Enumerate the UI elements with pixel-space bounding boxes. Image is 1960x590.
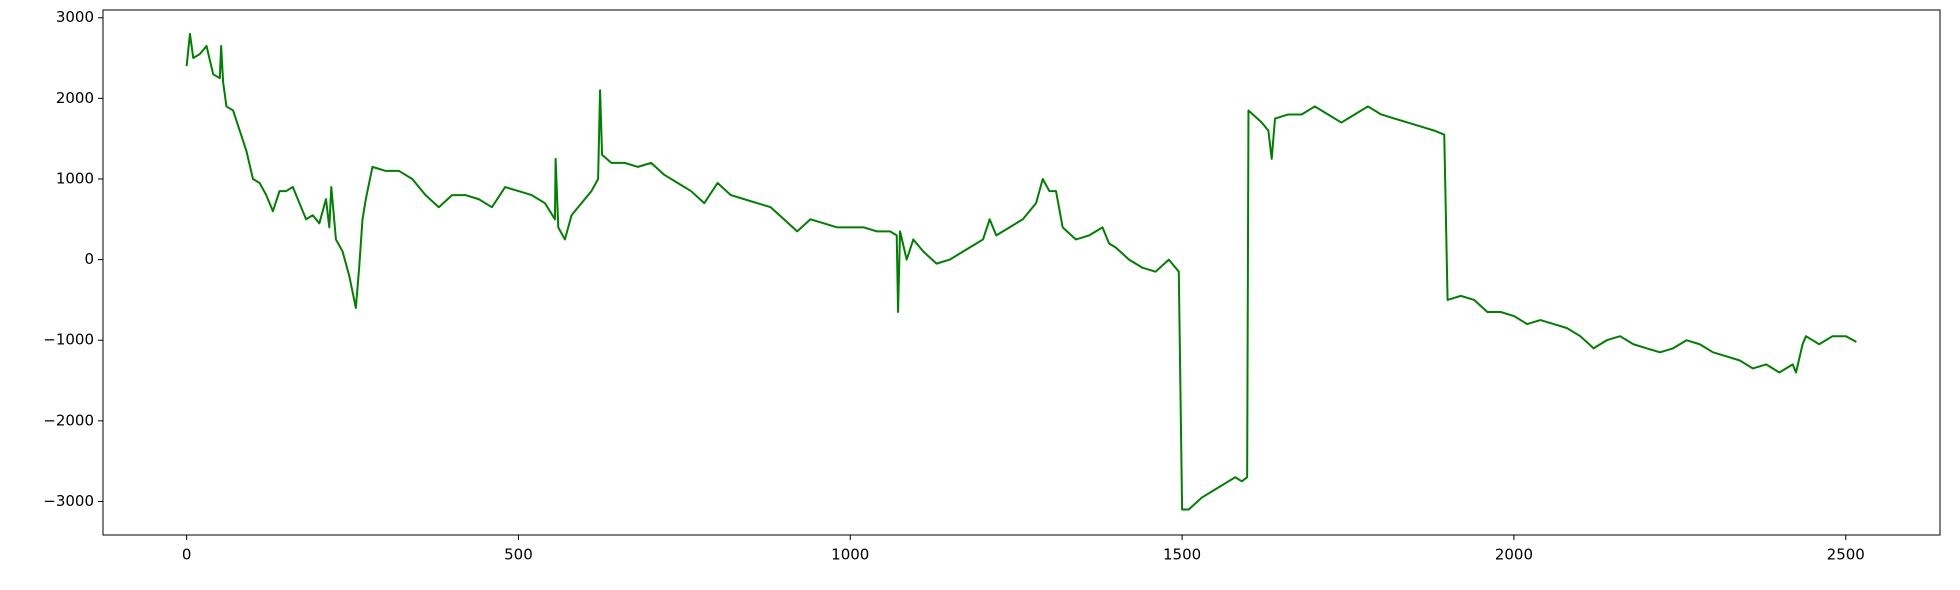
y-tick-label: 2000 (56, 89, 94, 107)
x-tick-label: 2500 (1827, 546, 1865, 564)
data-line (185, 32, 1857, 511)
plot-frame (102, 9, 1941, 536)
y-tick-label: −3000 (43, 492, 94, 510)
y-tick-label: 1000 (56, 169, 94, 187)
x-tick-label: 1000 (831, 546, 869, 564)
y-tick-label: 0 (84, 250, 94, 268)
x-tick-label: 1500 (1163, 546, 1201, 564)
y-tick-label: −2000 (43, 411, 94, 429)
x-tick-label: 2000 (1495, 546, 1533, 564)
y-tick-label: −1000 (43, 331, 94, 349)
x-tick-label: 0 (182, 546, 192, 564)
y-tick-label: 3000 (56, 8, 94, 26)
x-tick-label: 500 (504, 546, 533, 564)
